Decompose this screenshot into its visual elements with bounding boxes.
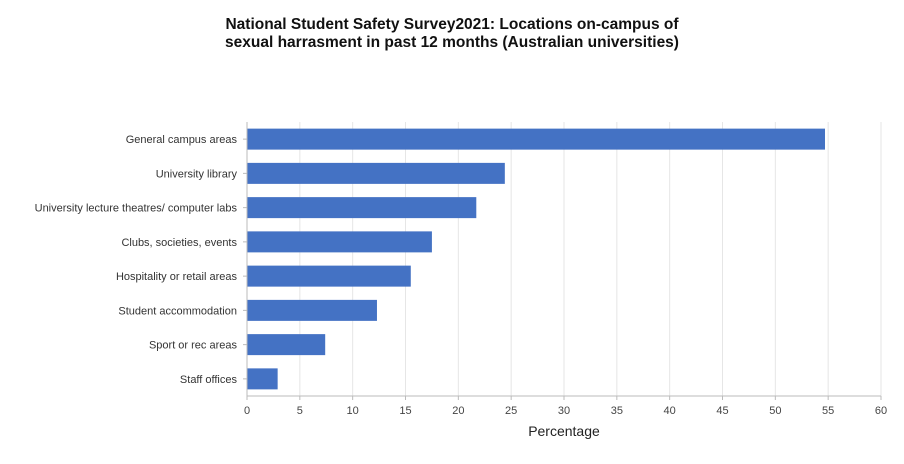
x-tick-label-10: 10 <box>347 405 359 417</box>
x-tick-label-20: 20 <box>452 405 464 417</box>
category-label-0: General campus areas <box>126 134 238 146</box>
chart-title-line-2: sexual harrasment in past 12 months (Aus… <box>225 34 679 51</box>
chart-title: National Student Safety Survey2021: Loca… <box>0 16 904 52</box>
category-label-3: Clubs, societies, events <box>121 237 237 249</box>
category-label-6: Sport or rec areas <box>149 340 238 352</box>
bar-3 <box>247 231 432 253</box>
axes <box>243 122 882 400</box>
x-tick-label-55: 55 <box>822 405 834 417</box>
category-label-5: Student accommodation <box>118 305 237 317</box>
x-tick-labels: 0 5 10 15 20 25 30 35 40 45 50 55 60 <box>244 405 887 417</box>
bar-2 <box>247 197 477 219</box>
x-tick-label-25: 25 <box>505 405 517 417</box>
bar-5 <box>247 299 377 321</box>
x-tick-label-35: 35 <box>611 405 623 417</box>
chart-title-line-1: National Student Safety Survey2021: Loca… <box>225 16 679 33</box>
category-label-7: Staff offices <box>180 374 238 386</box>
x-tick-label-15: 15 <box>399 405 411 417</box>
bar-4 <box>247 265 411 287</box>
bar-0 <box>247 128 825 150</box>
x-tick-label-0: 0 <box>244 405 250 417</box>
bar-1 <box>247 162 505 184</box>
category-label-1: University library <box>156 168 238 180</box>
category-label-4: Hospitality or retail areas <box>116 271 238 283</box>
x-tick-label-45: 45 <box>716 405 728 417</box>
x-tick-label-30: 30 <box>558 405 570 417</box>
x-tick-label-5: 5 <box>297 405 303 417</box>
x-axis-title: Percentage <box>528 423 600 439</box>
bars <box>247 128 825 390</box>
bar-7 <box>247 368 278 390</box>
x-tick-label-60: 60 <box>875 405 887 417</box>
category-labels: General campus areas University library Un… <box>35 134 238 386</box>
x-tick-label-50: 50 <box>769 405 781 417</box>
category-label-2: University lecture theatres/ computer la… <box>35 203 238 215</box>
x-tick-label-40: 40 <box>664 405 676 417</box>
bar-6 <box>247 334 326 356</box>
